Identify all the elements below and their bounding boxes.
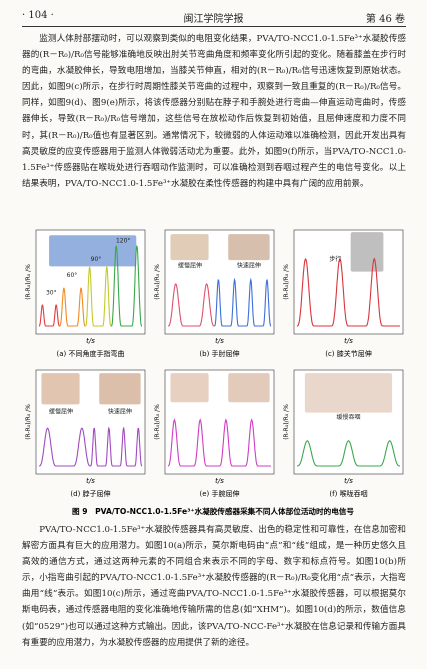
x-axis-label: t/s	[344, 337, 353, 345]
signal-curve	[167, 418, 271, 467]
panel-caption: (e) 手腕屈伸	[200, 489, 240, 498]
signal-curve	[297, 440, 400, 467]
signal-curve	[214, 277, 272, 327]
y-axis-label: (R-R₀)/R₀ /%	[25, 404, 32, 440]
inset-photo	[304, 373, 393, 413]
y-axis-label: (R-R₀)/R₀ /%	[25, 264, 32, 300]
figure: 30° 60° 90° 120° (R-R₀)/R₀ /% t/s (a) 不同角度手指弯曲…	[25, 229, 404, 516]
annotation: 快速屈伸	[108, 408, 132, 416]
inset-photo	[41, 373, 80, 405]
panel-caption: (c) 膝关节屈伸	[325, 349, 372, 358]
signal-curve	[111, 245, 143, 327]
x-axis-label: t/s	[86, 477, 95, 485]
signal-curve	[168, 283, 215, 327]
header-rule	[22, 26, 406, 27]
inset-photo	[228, 234, 270, 261]
journal-title: 闽江学院学报	[183, 14, 244, 25]
y-axis-label: (R-R₀)/R₀ /%	[154, 404, 161, 440]
x-axis-label: t/s	[215, 337, 224, 345]
paragraph: PVA/TO-NCC1.0-1.5Fe³⁺水凝胶传感器具有高灵敏度、出色的稳定性…	[22, 525, 406, 648]
inset-photo	[99, 373, 141, 405]
signal-curve	[59, 287, 86, 327]
x-axis-label: t/s	[215, 477, 224, 485]
y-axis-label: (R-R₀)/R₀ /%	[283, 264, 290, 300]
annotation: 缓慢屈伸	[178, 261, 202, 269]
panel-caption: (a) 不同角度手指弯曲	[57, 349, 125, 358]
panel-caption: (f) 喉咙吞咽	[329, 489, 367, 498]
plot-frame	[293, 229, 404, 335]
annotation: 步行	[329, 255, 341, 263]
annotation: 120°	[116, 237, 130, 244]
annotation: 60°	[67, 272, 78, 279]
signal-curve	[38, 304, 60, 327]
x-axis-label: t/s	[86, 337, 95, 345]
paragraph: 监测人体肘部摆动时，可以观察到类似的电阻变化结果，PVA/TO-NCC1.0-1…	[22, 34, 406, 189]
annotation: 快速屈伸	[237, 261, 261, 269]
page-number: · 104 ·	[22, 10, 54, 21]
annotation: 缓慢屈伸	[49, 408, 73, 416]
volume: 第 46 卷	[365, 14, 405, 25]
signal-curve	[296, 257, 400, 327]
inset-photo	[228, 373, 270, 403]
figure-caption: 图 9 PVA/TO-NCC1.0-1.5Fe³⁺水凝胶传感器采集不同人体部位活…	[72, 506, 354, 516]
inset-photo	[170, 234, 209, 261]
signal-curve	[39, 427, 91, 467]
x-axis-label: t/s	[344, 477, 353, 485]
y-axis-label: (R-R₀)/R₀ /%	[154, 264, 161, 300]
annotation: 缓慢吞咽	[336, 413, 360, 421]
annotation: 30°	[46, 289, 57, 296]
panel-caption: (b) 手肘屈伸	[199, 349, 239, 358]
annotation: 90°	[91, 256, 102, 263]
signal-curve	[90, 426, 143, 467]
inset-photo	[49, 235, 137, 267]
inset-photo	[350, 232, 384, 272]
signal-curve	[85, 266, 112, 327]
panel-caption: (d) 脖子屈伸	[70, 489, 110, 498]
inset-photo	[170, 373, 209, 403]
y-axis-label: (R-R₀)/R₀ /%	[283, 404, 290, 440]
